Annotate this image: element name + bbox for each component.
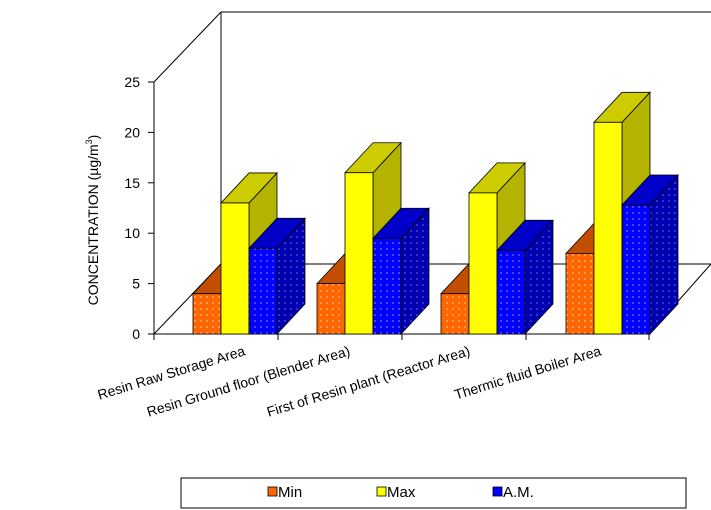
legend-label: Max — [387, 484, 416, 501]
legend-label: A.M. — [503, 484, 534, 501]
x-category-label: Thermic fluid Boiler Area — [452, 343, 603, 403]
bar-front — [621, 204, 651, 335]
legend-box — [180, 477, 687, 509]
bars — [192, 91, 679, 336]
bar-a-m-4 — [621, 173, 679, 336]
legend-swatch — [492, 486, 503, 497]
y-tick-label: 5 — [132, 276, 140, 292]
legend-swatch — [267, 486, 278, 497]
bar-front — [316, 283, 346, 335]
bar-front — [593, 121, 623, 335]
legend-swatch — [376, 486, 387, 497]
legend-item: Max — [376, 484, 416, 501]
bar-front — [344, 172, 374, 335]
x-category-label: First of Resin plant (Reactor Area) — [265, 343, 472, 420]
bar-front — [496, 249, 526, 335]
bar-front — [372, 237, 402, 335]
bar-front — [565, 252, 595, 335]
y-tick-label: 0 — [132, 326, 140, 342]
y-tick-label: 10 — [124, 225, 140, 241]
y-tick-label: 25 — [124, 74, 140, 90]
legend-item: Min — [267, 484, 302, 501]
legend-label: Min — [278, 484, 302, 501]
bar-front — [440, 293, 470, 335]
legend: Min Max A.M. — [180, 477, 687, 509]
y-axis-title: CONCENTRATION (µg/m3) — [84, 135, 101, 306]
bar-front — [220, 202, 250, 335]
bar-a-m-1 — [248, 217, 306, 336]
y-axis-ticks — [148, 81, 154, 335]
bar-front — [192, 293, 222, 335]
y-axis-tick-labels: 0 5 10 15 20 25 — [124, 74, 140, 342]
legend-item: A.M. — [492, 484, 534, 501]
x-category-label: Resin Ground floor (Blender Area) — [145, 343, 352, 420]
x-axis-ticks — [153, 334, 650, 340]
bar-a-m-3 — [496, 219, 554, 336]
bar-front — [248, 247, 278, 335]
bar-front — [468, 192, 498, 335]
y-tick-label: 20 — [124, 124, 140, 140]
y-tick-label: 15 — [124, 175, 140, 191]
bar-a-m-2 — [372, 207, 430, 336]
side-wall-top-edge — [153, 11, 222, 83]
